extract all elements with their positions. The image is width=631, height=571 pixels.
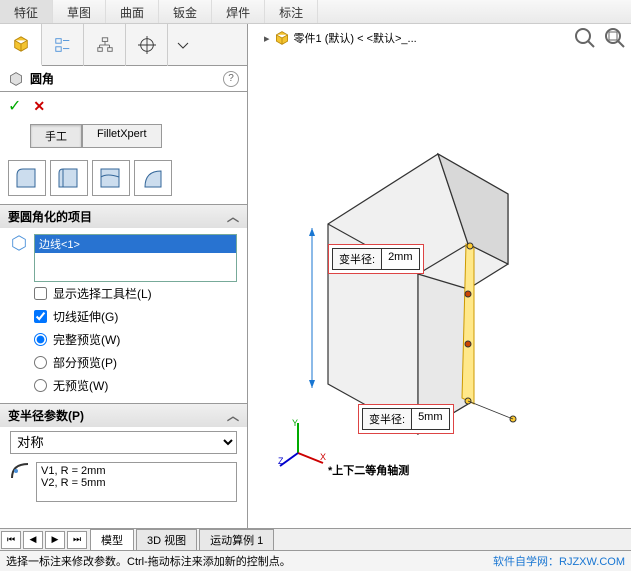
radio-full[interactable] xyxy=(34,333,47,346)
svg-text:Y: Y xyxy=(292,418,298,428)
status-text: 选择一标注来修改参数。Ctrl-拖动标注来添加新的控制点。 xyxy=(6,553,291,569)
tab-config-icon[interactable] xyxy=(42,24,84,66)
edge-selection-row: 边线<1> xyxy=(10,234,237,282)
part-icon xyxy=(274,30,290,46)
fillet-icon xyxy=(8,71,24,87)
svg-text:Z: Z xyxy=(278,456,284,466)
chevron-up-icon[interactable]: ︿ xyxy=(227,208,239,225)
tab-target-icon[interactable] xyxy=(126,24,168,66)
mode-tabs: 手工 FilletXpert xyxy=(0,120,247,156)
opt-partial-label: 部分预览(P) xyxy=(53,354,117,371)
edge-item-1[interactable]: 边线<1> xyxy=(35,235,236,253)
menu-weldment[interactable]: 焊件 xyxy=(212,0,265,23)
zoom-fit-icon[interactable] xyxy=(573,26,597,50)
tab-3dview[interactable]: 3D 视图 xyxy=(136,529,197,551)
section-items-title: 要圆角化的项目 xyxy=(8,208,92,225)
vr-item-1[interactable]: V1, R = 2mm xyxy=(41,465,232,477)
menu-sheetmetal[interactable]: 钣金 xyxy=(159,0,212,23)
zoom-area-icon[interactable] xyxy=(603,26,627,50)
confirm-row: ✓ ✕ xyxy=(0,92,247,120)
vr-icon xyxy=(10,462,30,480)
checkbox-tangent[interactable] xyxy=(34,310,47,323)
fillet-type-4[interactable] xyxy=(134,160,172,196)
menu-sketch[interactable]: 草图 xyxy=(53,0,106,23)
bt-first-icon[interactable]: ⏮ xyxy=(1,531,21,549)
watermark-text: 软件自学网：RJZXW.COM xyxy=(493,553,625,569)
opt-partial[interactable]: 部分预览(P) xyxy=(10,351,237,374)
checkbox-showbar[interactable] xyxy=(34,287,47,300)
fillet-type-row xyxy=(0,156,247,204)
opt-showbar[interactable]: 显示选择工具栏(L) xyxy=(10,282,237,305)
bt-next-icon[interactable]: ▶ xyxy=(45,531,65,549)
callout-r2-value[interactable]: 5mm xyxy=(412,408,449,430)
menu-bar: 特征 草图 曲面 钣金 焊件 标注 xyxy=(0,0,631,24)
fillet-type-2[interactable] xyxy=(50,160,88,196)
property-panel: 圆角 ? ✓ ✕ 手工 FilletXpert 要圆角化的项目 ︿ xyxy=(0,24,248,528)
mode-manual-tab[interactable]: 手工 xyxy=(30,124,82,148)
bt-last-icon[interactable]: ⏭ xyxy=(67,531,87,549)
callout-r2[interactable]: 变半径: 5mm xyxy=(358,404,454,434)
view-orientation-label: *上下二等角轴测 xyxy=(328,462,409,478)
opt-full-label: 完整预览(W) xyxy=(53,331,120,348)
bottom-tabs: ⏮ ◀ ▶ ⏭ 模型 3D 视图 运动算例 1 xyxy=(0,528,631,550)
callout-r1-label: 变半径: xyxy=(332,248,382,270)
menu-annotation[interactable]: 标注 xyxy=(265,0,318,23)
chevron-up-icon-2[interactable]: ︿ xyxy=(227,407,239,424)
section-items: 要圆角化的项目 ︿ 边线<1> 显示选择工具栏(L) 切线延伸(G) 完整预览(… xyxy=(0,204,247,403)
opt-showbar-label: 显示选择工具栏(L) xyxy=(53,285,152,302)
fillet-type-3[interactable] xyxy=(92,160,130,196)
edge-listbox[interactable]: 边线<1> xyxy=(34,234,237,282)
tab-feature-icon[interactable] xyxy=(0,24,42,66)
status-bar: 选择一标注来修改参数。Ctrl-拖动标注来添加新的控制点。 软件自学网：RJZX… xyxy=(0,550,631,571)
menu-feature[interactable]: 特征 xyxy=(0,0,53,23)
edge-icon xyxy=(10,234,28,252)
symmetry-select[interactable]: 对称 xyxy=(10,431,237,454)
feature-header: 圆角 ? xyxy=(0,66,247,92)
part-tree: ▸ 零件1 (默认) < <默认>_... xyxy=(264,30,417,46)
section-params-header[interactable]: 变半径参数(P) ︿ xyxy=(0,404,247,427)
tab-motion[interactable]: 运动算例 1 xyxy=(199,529,274,551)
radio-none[interactable] xyxy=(34,379,47,392)
radio-partial[interactable] xyxy=(34,356,47,369)
section-params: 变半径参数(P) ︿ 对称 V1, R = 2mm V2, R = 5mm xyxy=(0,403,247,506)
mode-expert-tab[interactable]: FilletXpert xyxy=(82,124,162,148)
opt-full[interactable]: 完整预览(W) xyxy=(10,328,237,351)
variable-radius-row: V1, R = 2mm V2, R = 5mm xyxy=(0,458,247,506)
opt-tangent-label: 切线延伸(G) xyxy=(53,308,118,325)
tab-tree-icon[interactable] xyxy=(84,24,126,66)
tree-expand-icon[interactable]: ▸ xyxy=(264,32,270,45)
view-triad[interactable]: Y X Z xyxy=(278,418,328,468)
menu-surface[interactable]: 曲面 xyxy=(106,0,159,23)
vr-item-2[interactable]: V2, R = 5mm xyxy=(41,477,232,489)
section-params-title: 变半径参数(P) xyxy=(8,407,84,424)
tab-more-icon[interactable] xyxy=(168,24,198,66)
feature-title: 圆角 xyxy=(30,70,54,87)
control-point-3[interactable] xyxy=(465,341,471,347)
vr-listbox[interactable]: V1, R = 2mm V2, R = 5mm xyxy=(36,462,237,502)
fillet-type-1[interactable] xyxy=(8,160,46,196)
callout-r2-label: 变半径: xyxy=(362,408,412,430)
control-point-top[interactable] xyxy=(467,243,473,249)
viewport[interactable]: ▸ 零件1 (默认) < <默认>_... xyxy=(248,24,631,528)
panel-tabs xyxy=(0,24,247,66)
control-point-2[interactable] xyxy=(465,291,471,297)
part-name[interactable]: 零件1 (默认) < <默认>_... xyxy=(294,30,417,46)
opt-none-label: 无预览(W) xyxy=(53,377,108,394)
opt-none[interactable]: 无预览(W) xyxy=(10,374,237,397)
callout-r1-value[interactable]: 2mm xyxy=(382,248,419,270)
ok-button[interactable]: ✓ xyxy=(8,96,21,116)
callout-r1[interactable]: 变半径: 2mm xyxy=(328,244,424,274)
section-items-header[interactable]: 要圆角化的项目 ︿ xyxy=(0,205,247,228)
view-tools xyxy=(573,26,627,50)
svg-text:X: X xyxy=(320,452,326,462)
bt-prev-icon[interactable]: ◀ xyxy=(23,531,43,549)
help-icon[interactable]: ? xyxy=(223,71,239,87)
cancel-button[interactable]: ✕ xyxy=(33,98,45,115)
opt-tangent[interactable]: 切线延伸(G) xyxy=(10,305,237,328)
tab-model[interactable]: 模型 xyxy=(90,529,134,551)
